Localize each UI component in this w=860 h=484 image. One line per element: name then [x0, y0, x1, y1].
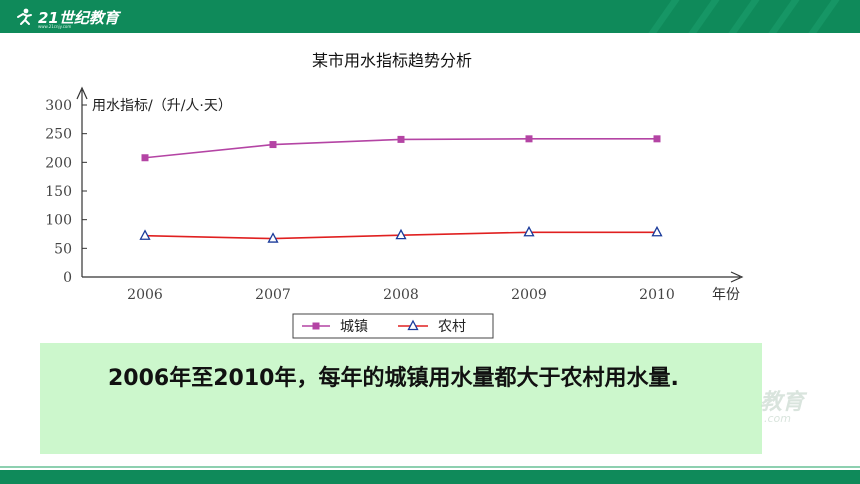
x-tick-label: 2006 — [127, 287, 163, 303]
series-point-triangle — [523, 225, 535, 237]
x-tick-label: 2008 — [383, 287, 419, 303]
runner-icon — [17, 8, 32, 25]
watermark: 教育 — [760, 390, 805, 415]
y-tick-label: 50 — [54, 241, 72, 257]
watermark-subtext: .com — [764, 412, 791, 425]
y-tick-label: 250 — [45, 127, 72, 143]
y-tick-label: 0 — [63, 270, 72, 286]
x-axis-arrow — [730, 271, 744, 283]
y-tick-label: 150 — [45, 184, 72, 200]
x-tick-label: 2009 — [511, 287, 547, 303]
series-point-triangle — [395, 228, 407, 240]
legend-marker-2 — [407, 319, 419, 331]
x-tick-label: 2010 — [639, 287, 675, 303]
series-point-triangle — [651, 225, 663, 237]
footer-line — [0, 466, 860, 468]
series-point-square — [141, 154, 149, 162]
y-axis-label: 用水指标/（升/人·天） — [92, 98, 232, 114]
x-axis-label: 年份 — [712, 287, 740, 303]
logo-text: 21世纪教育 — [38, 8, 119, 27]
legend-marker-1 — [312, 322, 320, 330]
legend-label-2: 农村 — [438, 319, 466, 335]
logo-subtext: www.21cnjy.com — [38, 24, 72, 29]
chart-title: 某市用水指标趋势分析 — [312, 51, 472, 70]
legend-label-1: 城镇 — [340, 319, 368, 335]
series-point-square — [269, 141, 277, 149]
y-tick-label: 200 — [45, 155, 72, 171]
series-point-square — [525, 135, 533, 143]
series-point-triangle — [139, 229, 151, 240]
conclusion-box: 2006年至2010年，每年的城镇用水量都大于农村用水量. — [40, 343, 762, 454]
footer-bar — [0, 470, 860, 484]
logo: 21世纪教育 — [14, 5, 119, 29]
series-point-square — [397, 135, 405, 143]
conclusion-text: 2006年至2010年，每年的城镇用水量都大于农村用水量. — [108, 366, 679, 391]
line-chart: 某市用水指标趋势分析 0 50 100 150 200 250 300 用水指标/（升/人·天）… — [45, 51, 744, 339]
x-tick-label: 2007 — [255, 287, 291, 303]
y-tick-label: 300 — [45, 98, 72, 114]
series-point-square — [653, 135, 661, 143]
header-bar: 21世纪教育 www.21cnjy.com — [0, 0, 860, 33]
y-tick-label: 100 — [45, 213, 72, 229]
series-point-triangle — [267, 232, 279, 243]
y-axis-arrow — [76, 86, 88, 100]
